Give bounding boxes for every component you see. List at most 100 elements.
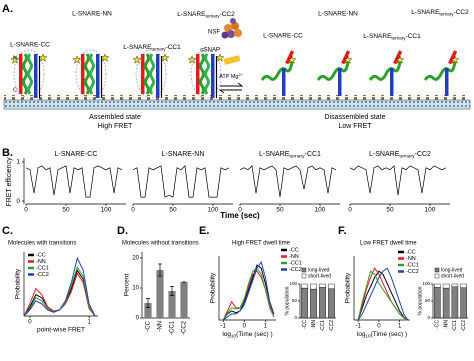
inset-y-tick-label: 0: [427, 315, 430, 320]
inset-legend-label: long-lived: [441, 267, 463, 273]
inset-bar-segment: [460, 283, 467, 288]
inset-y-tick-label: 100: [422, 281, 430, 286]
x-tick-label: 100: [315, 207, 326, 214]
snap-protein: [223, 55, 241, 65]
x-axis-label: Time (sec): [220, 211, 260, 220]
series-line: [222, 264, 275, 321]
surface-anchors: [4, 95, 470, 100]
fret-trace: [132, 165, 230, 198]
inset-y-tick-label: 50: [425, 298, 431, 303]
inset-category-label: -CC: [435, 320, 441, 329]
trace-title-sub: ternary: [289, 154, 305, 160]
complex-label-sub: ternary: [391, 35, 406, 40]
inset-category-label: -CC: [302, 320, 308, 329]
category-label: -NN: [158, 321, 164, 332]
inset-legend-swatch: [434, 273, 440, 279]
y-axis-label: Percent: [124, 274, 131, 297]
trace-title-sub: ternary: [399, 154, 415, 160]
fret-trace: [349, 165, 447, 196]
y-axis-label: Probability: [210, 272, 217, 303]
x-tick-label: 0: [238, 207, 242, 214]
x-tick-label: 100: [101, 207, 112, 214]
inset-bar-segment: [328, 288, 335, 319]
inset-category-label: -CC1: [452, 320, 458, 332]
y-axis-label: Probability: [15, 268, 22, 299]
complex-label: L-SNARE-CC: [263, 33, 303, 40]
y-tick-label: 0: [136, 316, 140, 322]
y-axis-label: Probability: [345, 272, 352, 303]
panel-label: E.: [199, 225, 209, 237]
legend-label: -CC1: [36, 265, 49, 271]
state-label: Assembled state: [89, 114, 141, 121]
x-axis-label-sub: 10: [231, 333, 237, 338]
legend-label: -NN: [36, 259, 46, 265]
legend-label: -CC2: [406, 269, 419, 275]
inset-bar-segment: [310, 288, 317, 319]
x-tick-label: 0: [24, 207, 28, 214]
series-line: [357, 267, 409, 321]
bar: [156, 270, 164, 318]
state-label: Low FRET: [338, 123, 372, 130]
inset-bar-segment: [301, 287, 308, 319]
nsf-label: NSF: [208, 30, 220, 36]
disassembled-complex: [425, 50, 459, 96]
x-tick-label: 0: [348, 207, 352, 214]
x-tick-label: 1: [87, 320, 91, 326]
y-tick-label: 0: [16, 198, 20, 205]
inset-y-tick-label: 0: [294, 315, 297, 320]
x-tick-label: 50: [276, 207, 284, 214]
chart-title: Low FRET dwell time: [360, 241, 417, 247]
x-axis-label-main: log: [222, 331, 231, 338]
x-axis-label: log10(Time (sec) ): [357, 331, 407, 339]
trace-title-main: L-SNARE: [259, 151, 290, 158]
inset-legend-swatch: [301, 267, 307, 273]
assembled-complex: [73, 50, 109, 98]
chart-title: Molecules without transitions: [122, 241, 199, 247]
x-axis-label: log10(Time (sec) ): [222, 331, 272, 339]
category-label: -CC1: [170, 320, 176, 335]
x-tick-label: 0: [243, 324, 247, 330]
x-axis-label-main: log: [357, 331, 366, 338]
bar: [168, 291, 176, 318]
state-label: High FRET: [98, 123, 133, 130]
inset-legend-label: short-lived: [441, 273, 464, 279]
panel-label: F.: [338, 225, 347, 237]
atp-label: ATP Mg2+: [219, 73, 243, 81]
y-tick-label: 20: [132, 256, 139, 262]
complex-label-tail: -CC2: [220, 11, 236, 18]
x-tick-label: 50: [386, 207, 394, 214]
complex-label-sub: ternary: [205, 13, 220, 18]
inset-category-label: -CC2: [461, 320, 467, 332]
assembled-complex: [133, 50, 169, 98]
x-tick-label: 0: [377, 324, 381, 330]
series-line: [222, 270, 275, 321]
fret-trace: [25, 165, 123, 198]
inset-legend-swatch: [434, 267, 440, 273]
x-tick-label: 50: [62, 207, 70, 214]
legend-label: -CC: [406, 249, 416, 255]
terminus-label: N: [13, 55, 17, 61]
trace-title-main: L-SNARE: [369, 151, 400, 158]
x-tick-label: 100: [425, 207, 436, 214]
x-tick-label: 100: [208, 207, 219, 214]
error-bar: [158, 263, 162, 277]
disassembled-complex: [262, 50, 296, 96]
legend-label: -NN: [289, 254, 299, 260]
state-label: Disassembled state: [324, 114, 385, 121]
x-tick-label: 1: [398, 324, 402, 330]
x-axis-label-tail: (Time (sec) ): [236, 331, 273, 338]
error-bar: [170, 286, 174, 296]
panel-label: A.: [2, 3, 13, 15]
panel-label: B.: [2, 147, 13, 159]
complex-label-tail: -CC1: [166, 44, 182, 51]
trace-title: L-SNARE-CC: [55, 151, 98, 158]
series-line: [222, 260, 275, 321]
inset-bar-segment: [451, 286, 459, 319]
complex-label-sub: ternary: [439, 11, 454, 16]
legend-label: -CC1: [406, 262, 419, 268]
inset-bar-segment: [442, 283, 450, 289]
chart-title: Molecules with transitions: [8, 241, 76, 247]
legend-label: -CC2: [36, 272, 49, 278]
x-axis-label: point-wise FRET: [37, 327, 85, 334]
complex-label: L-SNAREternary-CC1: [123, 44, 181, 52]
